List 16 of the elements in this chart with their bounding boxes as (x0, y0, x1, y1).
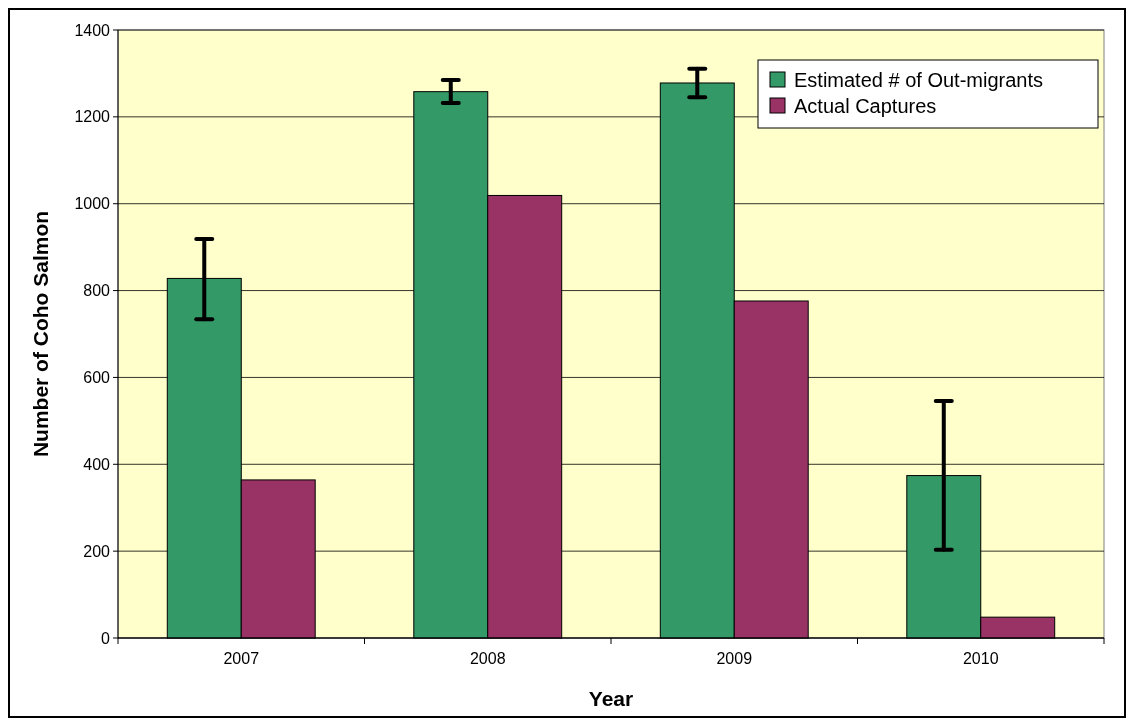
y-tick-label: 1200 (74, 108, 111, 126)
y-tick-label: 200 (83, 542, 111, 560)
y-tick-label: 1400 (74, 21, 111, 39)
x-tick-label: 2008 (469, 650, 506, 667)
y-tick-label: 400 (83, 455, 111, 473)
x-tick-label: 2007 (223, 650, 260, 667)
legend-label: Actual Captures (794, 95, 937, 117)
y-tick-label: 600 (83, 369, 111, 387)
x-axis-title: Year (588, 687, 634, 710)
y-tick-label: 1000 (74, 195, 111, 213)
y-tick-label: 800 (83, 282, 111, 300)
legend-label: Estimated # of Out-migrants (794, 69, 1043, 91)
x-tick-label: 2010 (962, 650, 999, 667)
y-axis-title: Number of Coho Salmon (29, 210, 52, 458)
y-tick-label: 0 (101, 629, 111, 647)
x-tick-label: 2009 (716, 650, 753, 667)
